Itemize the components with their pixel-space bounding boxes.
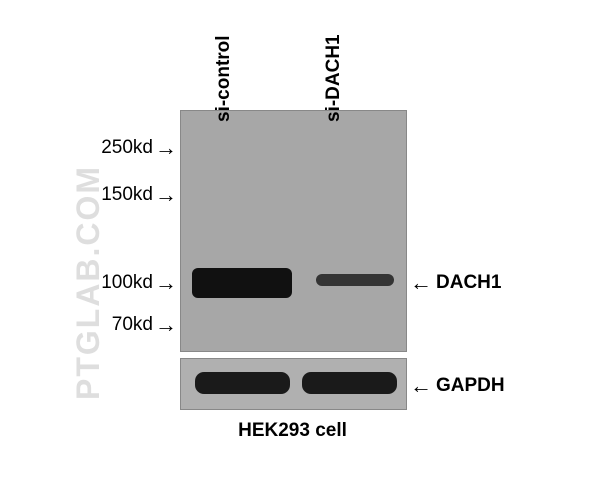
mw-marker-150: 150kd→ bbox=[85, 182, 177, 208]
mw-label: 150kd bbox=[101, 184, 153, 205]
arrow-right-icon: → bbox=[155, 135, 177, 161]
arrow-left-icon: ← bbox=[410, 373, 432, 399]
figure-container: PTGLAB.COM 250kd→ 150kd→ 100kd→ 70kd→ si… bbox=[0, 0, 600, 500]
band-dach1-sicontrol bbox=[192, 268, 292, 298]
protein-name: DACH1 bbox=[436, 272, 501, 293]
band-dach1-sidach1 bbox=[316, 274, 394, 286]
arrow-right-icon: → bbox=[155, 270, 177, 296]
mw-marker-100: 100kd→ bbox=[85, 270, 177, 296]
mw-marker-70: 70kd→ bbox=[85, 312, 177, 338]
mw-label: 250kd bbox=[101, 137, 153, 158]
arrow-right-icon: → bbox=[155, 182, 177, 208]
main-blot-panel bbox=[180, 110, 407, 352]
mw-marker-250: 250kd→ bbox=[85, 135, 177, 161]
lane-label-sicontrol: si-control bbox=[213, 35, 235, 122]
protein-name: GAPDH bbox=[436, 375, 505, 396]
mw-label: 100kd bbox=[101, 272, 153, 293]
mw-label: 70kd bbox=[112, 314, 153, 335]
arrow-right-icon: → bbox=[155, 312, 177, 338]
protein-label-dach1: ←DACH1 bbox=[410, 270, 501, 296]
cell-line-label: HEK293 cell bbox=[180, 420, 405, 442]
arrow-left-icon: ← bbox=[410, 270, 432, 296]
lane-label-sidach1: si-DACH1 bbox=[323, 34, 345, 122]
band-gapdh-sidach1 bbox=[302, 372, 397, 394]
protein-label-gapdh: ←GAPDH bbox=[410, 373, 505, 399]
band-gapdh-sicontrol bbox=[195, 372, 290, 394]
